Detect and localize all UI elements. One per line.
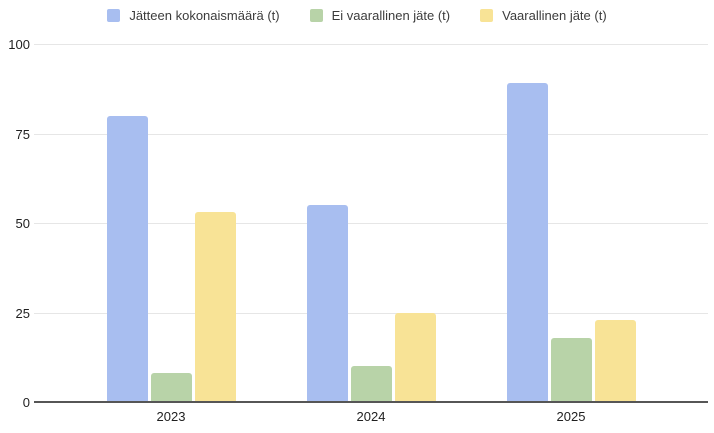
legend-item-vaarallinen-j-te-t: Vaarallinen jäte (t) — [480, 8, 607, 23]
gridline-75 — [34, 133, 708, 135]
y-axis-tick-label: 75 — [15, 126, 30, 142]
x-axis-line — [34, 401, 708, 403]
bar-2024-j-tteen-kokonaism-r-t[interactable] — [306, 205, 348, 402]
legend-label: Jätteen kokonaismäärä (t) — [129, 7, 280, 23]
gridline-100 — [34, 44, 708, 45]
bar-2025-ei-vaarallinen-j-te-t[interactable] — [550, 337, 592, 402]
gridline-25 — [34, 312, 708, 314]
legend-swatch-icon — [107, 8, 121, 22]
bar-2025-j-tteen-kokonaism-r-t[interactable] — [506, 83, 548, 402]
plot-area — [34, 44, 708, 402]
x-axis-tick-label: 2023 — [156, 409, 186, 424]
x-axis-tick-label: 2025 — [556, 409, 586, 424]
x-axis-tick-label: 2024 — [356, 409, 386, 424]
bar-2023-vaarallinen-j-te-t[interactable] — [194, 212, 236, 402]
bar-2025-vaarallinen-j-te-t[interactable] — [594, 319, 636, 402]
y-axis-tick-label: 100 — [8, 37, 30, 52]
legend-item-ei-vaarallinen-j-te-t: Ei vaarallinen jäte (t) — [309, 7, 451, 23]
legend-item-j-tteen-kokonaism-r-t: Jätteen kokonaismäärä (t) — [107, 7, 280, 23]
legend-label: Vaarallinen jäte (t) — [502, 7, 607, 23]
y-axis-tick-label: 50 — [15, 216, 30, 231]
bar-2024-vaarallinen-j-te-t[interactable] — [394, 312, 436, 402]
legend-swatch-icon — [480, 8, 494, 22]
bar-2023-j-tteen-kokonaism-r-t[interactable] — [106, 115, 148, 402]
y-axis-tick-label: 25 — [15, 305, 30, 321]
bar-2023-ei-vaarallinen-j-te-t[interactable] — [150, 373, 192, 402]
y-axis-tick-label: 0 — [22, 395, 30, 410]
legend-swatch-icon — [309, 8, 323, 22]
legend-label: Ei vaarallinen jäte (t) — [331, 7, 451, 23]
gridline-50 — [34, 223, 708, 224]
legend: Jätteen kokonaismäärä (t) Ei vaarallinen … — [0, 5, 714, 25]
bar-2024-ei-vaarallinen-j-te-t[interactable] — [350, 366, 392, 402]
